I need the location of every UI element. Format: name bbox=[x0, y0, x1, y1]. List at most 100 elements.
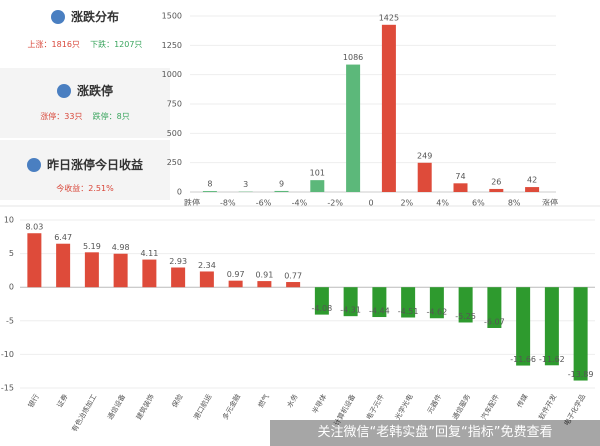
y-tick-label: 500 bbox=[167, 129, 182, 138]
x-tick-label: 电子元件 bbox=[364, 393, 386, 422]
y-tick-label: 0 bbox=[177, 188, 182, 197]
value-label: -11.66 bbox=[510, 355, 536, 364]
bar bbox=[27, 233, 42, 288]
x-tick-label: 建筑装饰 bbox=[134, 393, 156, 422]
value-label: 0.77 bbox=[284, 272, 302, 281]
bar bbox=[544, 287, 559, 366]
bar bbox=[401, 287, 416, 318]
limit-down: 跌停：8只 bbox=[92, 112, 130, 121]
x-tick-label: 通信设备 bbox=[105, 393, 127, 422]
x-tick-label: 保险 bbox=[170, 393, 185, 410]
watermark: 关注微信“老韩实盘”回复“指标”免费查看 bbox=[270, 420, 600, 446]
value-label: 9 bbox=[279, 179, 284, 188]
y-tick-label: -15 bbox=[1, 384, 14, 393]
bar bbox=[573, 287, 588, 381]
x-tick-label: 燃气 bbox=[256, 393, 271, 410]
x-tick-label: 6% bbox=[472, 199, 485, 208]
y-tick-label: 1250 bbox=[162, 41, 182, 50]
value-label: -4.44 bbox=[369, 307, 390, 316]
value-label: -4.08 bbox=[312, 304, 333, 313]
bar bbox=[310, 180, 325, 192]
yesterday-panel: 昨日涨停今日收益 今收益：2.51% bbox=[0, 140, 170, 200]
y-tick-label: 1500 bbox=[162, 12, 182, 21]
bar bbox=[487, 287, 502, 328]
value-label: 6.47 bbox=[54, 233, 72, 242]
value-label: 249 bbox=[417, 151, 432, 160]
bar bbox=[381, 24, 396, 192]
value-label: 8.03 bbox=[25, 223, 43, 232]
value-label: -4.51 bbox=[398, 307, 419, 316]
value-label: -6.07 bbox=[484, 317, 505, 326]
x-tick-label: 跌停 bbox=[184, 198, 200, 208]
y-tick-label: -10 bbox=[1, 350, 14, 359]
bar bbox=[453, 183, 468, 192]
up-count: 上涨：1816只 bbox=[27, 40, 80, 49]
x-tick-label: 软件开发 bbox=[537, 393, 559, 422]
bar bbox=[429, 287, 444, 319]
value-label: 101 bbox=[310, 169, 325, 178]
value-label: 26 bbox=[491, 177, 501, 186]
value-label: -5.25 bbox=[455, 312, 476, 321]
bar bbox=[56, 243, 71, 288]
bar bbox=[372, 287, 387, 318]
x-tick-label: 水务 bbox=[285, 393, 300, 410]
y-tick-label: 750 bbox=[167, 100, 182, 109]
bar bbox=[257, 281, 272, 288]
yesterday-return: 今收益：2.51% bbox=[56, 184, 114, 193]
bar bbox=[274, 190, 289, 192]
value-label: 0.97 bbox=[227, 270, 245, 279]
bar bbox=[346, 64, 361, 192]
value-label: 74 bbox=[455, 172, 465, 181]
x-tick-label: 证券 bbox=[55, 393, 70, 410]
bar bbox=[525, 187, 540, 192]
x-tick-label: 多元金融 bbox=[220, 393, 242, 422]
value-label: 4.98 bbox=[112, 243, 130, 252]
limit-panel: 涨跌停 涨停：33只 跌停：8只 bbox=[0, 68, 170, 138]
bar bbox=[171, 267, 186, 288]
value-label: 2.34 bbox=[198, 261, 216, 270]
x-tick-label: 港口航运 bbox=[192, 393, 214, 422]
value-label: 4.11 bbox=[140, 249, 158, 258]
bar bbox=[202, 191, 217, 192]
bar bbox=[113, 253, 128, 288]
x-tick-label: -6% bbox=[256, 199, 272, 208]
x-tick-label: 涨停 bbox=[542, 198, 558, 208]
x-tick-label: 8% bbox=[508, 199, 521, 208]
x-tick-label: 通信服务 bbox=[450, 393, 472, 422]
x-tick-label: 传媒 bbox=[515, 393, 530, 410]
value-label: 3 bbox=[243, 180, 248, 189]
bar bbox=[314, 287, 329, 315]
panel-title: 昨日涨停今日收益 bbox=[46, 158, 143, 172]
bar bbox=[199, 271, 214, 288]
x-tick-label: 光学光电 bbox=[393, 393, 415, 422]
y-tick-label: 1000 bbox=[162, 70, 182, 79]
limit-up: 涨停：33只 bbox=[40, 112, 83, 121]
value-label: -13.89 bbox=[568, 370, 594, 379]
y-tick-label: -5 bbox=[6, 316, 14, 325]
x-tick-label: 银行 bbox=[26, 393, 41, 410]
panel-title: 涨跌停 bbox=[76, 84, 113, 98]
y-tick-label: 10 bbox=[4, 216, 14, 225]
distribution-panel: 涨跌分布 上涨：1816只 下跌：1207只 bbox=[0, 0, 170, 66]
bar bbox=[417, 162, 432, 192]
x-tick-label: 元器件 bbox=[425, 393, 443, 416]
bar bbox=[343, 287, 358, 317]
value-label: 5.19 bbox=[83, 242, 101, 251]
value-label: 1425 bbox=[379, 13, 399, 22]
value-label: 8 bbox=[207, 180, 212, 189]
value-label: 2.93 bbox=[169, 257, 187, 266]
y-tick-label: 250 bbox=[167, 158, 182, 167]
value-label: -11.62 bbox=[539, 355, 565, 364]
x-tick-label: 有色冶炼加工 bbox=[70, 393, 99, 434]
y-tick-label: 5 bbox=[9, 249, 14, 258]
bar bbox=[489, 188, 504, 192]
bar bbox=[84, 252, 99, 288]
x-tick-label: 半导体 bbox=[310, 393, 328, 416]
x-tick-label: -2% bbox=[327, 199, 343, 208]
y-tick-label: 0 bbox=[9, 283, 14, 292]
x-tick-label: 2% bbox=[400, 199, 413, 208]
value-label: -4.62 bbox=[427, 308, 448, 317]
x-tick-label: 汽车配件 bbox=[479, 393, 501, 422]
panel-title: 涨跌分布 bbox=[70, 10, 119, 24]
